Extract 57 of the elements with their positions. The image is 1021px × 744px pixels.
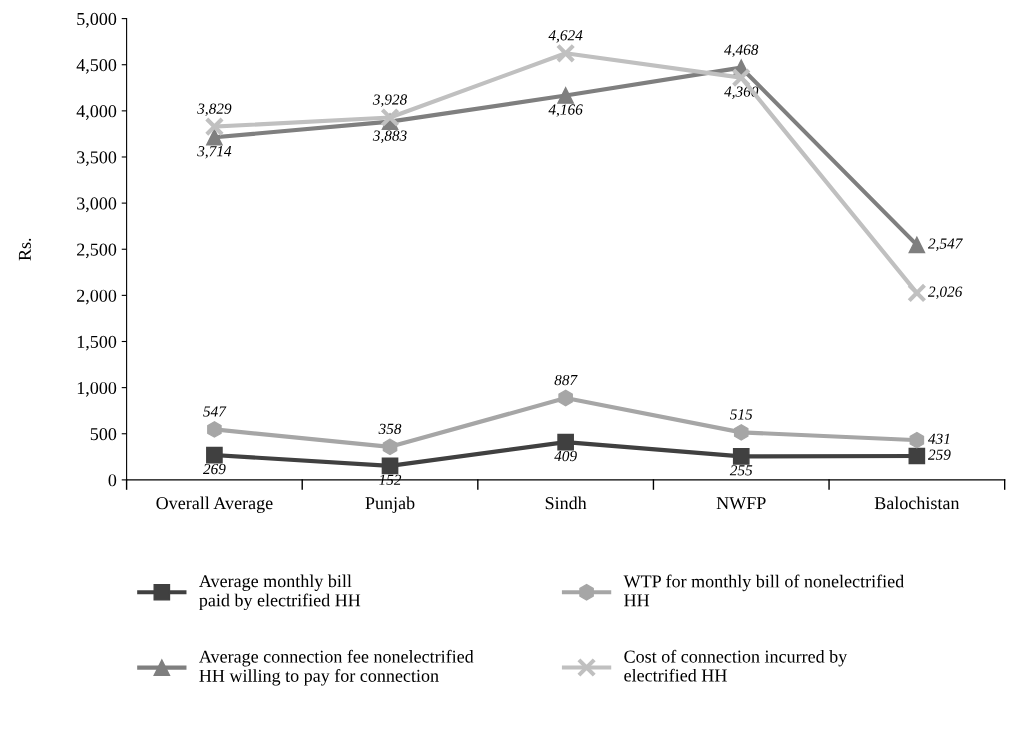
y-tick-label: 3,500 [77,151,117,167]
y-tick-label: 1,000 [77,381,117,397]
data-label: 259 [927,449,951,460]
point [204,116,225,137]
data-label: 887 [554,374,578,386]
point [381,457,399,475]
y-tick-label: 4,500 [76,58,117,74]
point [206,128,223,146]
x-tick-label: NWFP [716,497,766,510]
point [555,43,576,64]
point [733,424,749,441]
point [731,67,751,88]
y-tick-label: 5,000 [77,12,117,28]
point [557,87,574,104]
data-label: 3,883 [372,130,407,143]
point [380,107,400,128]
data-label: 2,547 [927,238,963,251]
x-tick-label: Overall Average [156,496,273,513]
legend-label: WTP for monthly bill of nonelectrified HH [623,574,904,607]
point [908,447,926,465]
data-label: 3,928 [372,94,408,107]
x-tick-label: Sindh [545,496,587,510]
data-label: 269 [202,463,226,475]
point [557,433,574,451]
point [907,283,927,303]
point [908,236,926,254]
data-label: 409 [554,450,577,462]
data-label: 515 [730,409,753,420]
data-label: 4,166 [548,104,583,117]
x-tick-label: Punjab [365,496,415,513]
data-label: 358 [378,423,402,435]
y-tick-label: 1,500 [77,335,117,351]
y-tick-label: 4,000 [76,105,117,120]
data-label: 547 [203,406,227,417]
x-tick-label: Balochistan [874,496,960,510]
point [909,431,925,449]
legend-label: Cost of connection incurred by electrified HH [624,649,848,682]
y-tick-label: 500 [90,428,117,441]
data-label: 2,026 [927,286,963,299]
data-label: 4,468 [724,44,759,58]
data-label: 4,624 [548,30,583,43]
data-label: 3,829 [197,103,232,116]
y-axis-title: Rs. [18,238,31,261]
legend-label: Average monthly bill paid by electrified HH [199,574,361,611]
point [207,421,222,438]
data-label: 3,714 [197,146,232,159]
y-tick-label: 0 [108,474,117,487]
y-tick-label: 3,000 [77,197,117,213]
point [382,438,398,456]
point [206,446,223,464]
y-tick-label: 2,500 [77,243,117,259]
y-tick-label: 2,000 [77,289,117,305]
point [558,389,573,407]
data-label: 431 [928,433,950,444]
data-label: 255 [729,465,753,476]
point [732,448,750,465]
legend-label: Average connection fee nonelectrified HH willing to pay for connection [199,649,474,686]
